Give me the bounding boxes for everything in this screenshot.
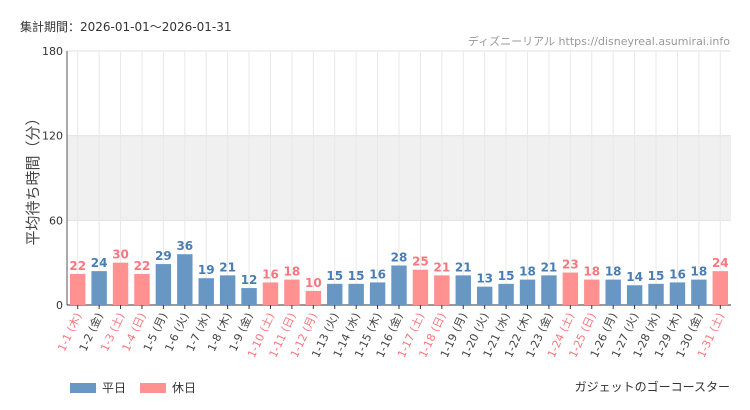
data-label: 18	[605, 265, 622, 279]
y-tick-label: 0	[56, 299, 63, 312]
data-label: 28	[391, 250, 408, 264]
data-label: 13	[476, 272, 493, 286]
data-label: 24	[91, 256, 108, 270]
data-label: 14	[626, 270, 643, 284]
legend: 平日 休日	[70, 379, 196, 396]
data-label: 15	[498, 269, 515, 283]
bar	[198, 278, 214, 305]
data-label: 30	[112, 248, 129, 262]
y-axis-label: 平均待ち時間（分）	[24, 110, 42, 245]
y-tick-label: 60	[49, 214, 63, 227]
y-tick-label: 120	[42, 130, 63, 143]
data-label: 16	[669, 267, 686, 281]
bar	[155, 264, 172, 305]
bar	[691, 279, 707, 305]
bar	[134, 273, 150, 305]
bar	[562, 272, 579, 305]
bar	[262, 282, 279, 305]
bar	[584, 279, 600, 305]
data-label: 12	[241, 273, 258, 287]
data-label: 15	[648, 269, 665, 283]
bar	[284, 279, 300, 305]
legend-weekday-label: 平日	[102, 381, 127, 395]
data-label: 21	[455, 260, 472, 274]
data-label: 21	[433, 260, 450, 274]
data-label: 24	[712, 256, 729, 270]
bar	[648, 283, 664, 305]
legend-holiday-swatch	[140, 383, 167, 393]
bar	[712, 271, 729, 305]
bar	[605, 279, 621, 305]
bar	[455, 275, 471, 305]
data-label: 10	[305, 276, 322, 290]
bar	[626, 285, 643, 305]
bar	[541, 275, 557, 305]
data-label: 29	[155, 249, 172, 263]
data-label: 18	[583, 265, 600, 279]
bar	[69, 273, 86, 305]
period-label: 集計期間：2026-01-01〜2026-01-31	[20, 20, 232, 34]
data-label: 16	[369, 267, 386, 281]
bar	[434, 275, 450, 305]
bar	[412, 269, 429, 305]
data-label: 16	[262, 267, 279, 281]
data-label: 25	[412, 255, 429, 269]
data-label: 36	[176, 239, 193, 253]
source-label: ディズニーリアル https://disneyreal.asumirai.inf…	[467, 35, 730, 48]
legend-weekday: 平日	[70, 379, 126, 396]
bar	[241, 288, 257, 305]
bar	[519, 279, 536, 305]
bar	[177, 254, 193, 305]
data-label: 15	[326, 269, 343, 283]
data-label: 23	[562, 258, 579, 272]
legend-weekday-swatch	[70, 383, 96, 393]
data-label: 21	[219, 260, 236, 274]
bar	[476, 286, 493, 305]
bar	[305, 290, 322, 305]
data-label: 15	[348, 269, 365, 283]
data-label: 22	[134, 259, 151, 273]
bar	[219, 275, 236, 305]
data-label: 18	[284, 265, 301, 279]
legend-holiday: 休日	[140, 379, 196, 396]
bar	[369, 282, 386, 305]
bar	[498, 283, 514, 305]
data-label: 21	[541, 260, 558, 274]
data-label: 22	[69, 259, 86, 273]
bar	[391, 265, 407, 305]
y-tick-label: 180	[42, 45, 63, 58]
bar	[91, 271, 107, 305]
data-label: 18	[691, 265, 708, 279]
bar	[327, 283, 343, 305]
bar	[112, 262, 129, 305]
bar	[348, 283, 364, 305]
bar	[669, 282, 686, 305]
data-label: 19	[198, 263, 215, 277]
legend-holiday-label: 休日	[172, 381, 197, 395]
data-label: 18	[519, 265, 536, 279]
attraction-name: ガジェットのゴーコースター	[574, 380, 730, 394]
